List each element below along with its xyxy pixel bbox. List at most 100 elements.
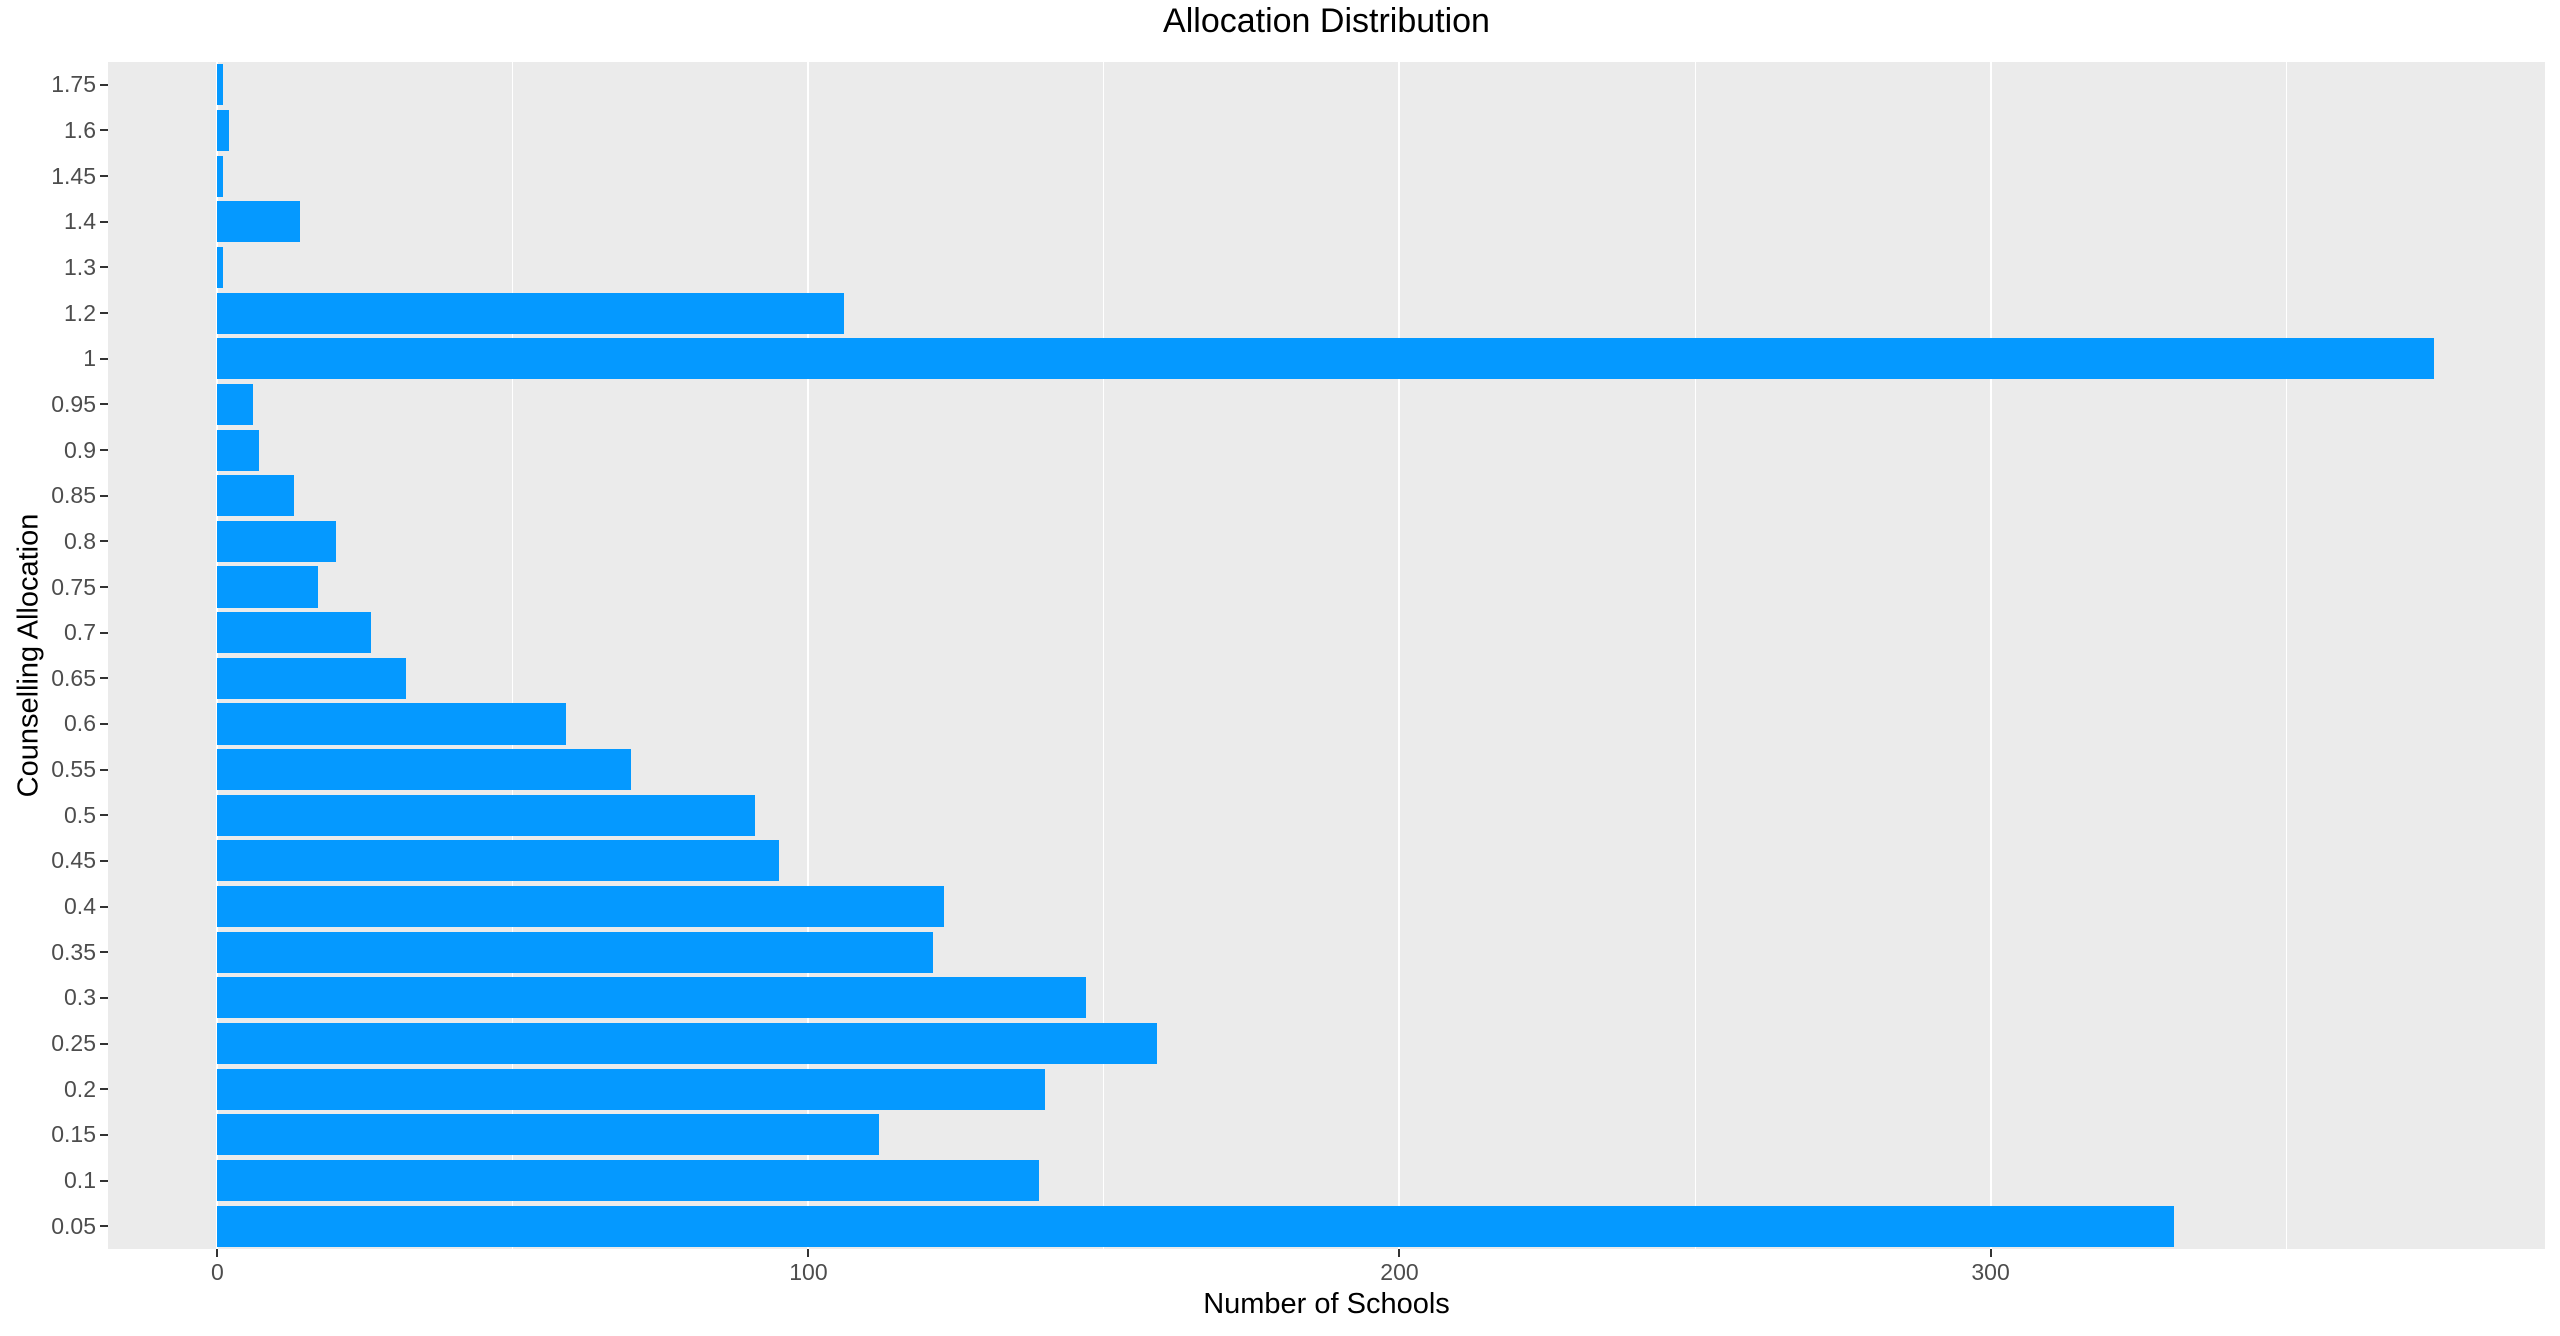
x-tick-label: 100 bbox=[789, 1259, 828, 1285]
bar-0.15 bbox=[217, 1114, 880, 1156]
y-tick-label: 0.8 bbox=[64, 527, 96, 554]
chart-title: Allocation Distribution bbox=[1163, 2, 1490, 40]
bar-0.25 bbox=[217, 1023, 1158, 1065]
gridline-minor bbox=[1694, 62, 1696, 1249]
bar-1 bbox=[217, 338, 2434, 380]
y-tick-mark bbox=[100, 220, 108, 223]
x-tick-mark bbox=[807, 1249, 810, 1257]
x-tick-mark bbox=[1989, 1249, 1992, 1257]
bar-1.2 bbox=[217, 292, 844, 334]
y-tick-mark bbox=[100, 996, 108, 999]
y-tick-label: 1.4 bbox=[64, 208, 96, 235]
y-tick-mark bbox=[100, 586, 108, 589]
y-axis-title: Counselling Allocation bbox=[12, 513, 45, 798]
y-tick-mark bbox=[100, 1179, 108, 1182]
bar-0.55 bbox=[217, 749, 632, 791]
bar-1.75 bbox=[217, 64, 224, 106]
bar-0.6 bbox=[217, 703, 567, 745]
y-tick-mark bbox=[100, 403, 108, 406]
y-tick-mark bbox=[100, 129, 108, 132]
y-tick-mark bbox=[100, 677, 108, 680]
y-tick-label: 0.35 bbox=[51, 938, 96, 965]
bar-0.4 bbox=[217, 886, 945, 928]
bar-0.2 bbox=[217, 1068, 1045, 1110]
y-tick-mark bbox=[100, 951, 108, 954]
bar-1.45 bbox=[217, 155, 224, 197]
y-tick-label: 0.75 bbox=[51, 573, 96, 600]
y-tick-mark bbox=[100, 357, 108, 360]
y-tick-label: 0.55 bbox=[51, 756, 96, 783]
bar-0.8 bbox=[217, 520, 336, 562]
y-tick-mark bbox=[100, 722, 108, 725]
y-tick-label: 0.5 bbox=[64, 801, 96, 828]
y-tick-label: 0.4 bbox=[64, 893, 96, 920]
y-tick-label: 1.6 bbox=[64, 116, 96, 143]
plot-panel bbox=[108, 62, 2545, 1249]
bar-0.3 bbox=[217, 977, 1087, 1019]
y-tick-mark bbox=[100, 1225, 108, 1228]
y-tick-mark bbox=[100, 312, 108, 315]
x-axis-title: Number of Schools bbox=[1203, 1288, 1450, 1320]
bar-0.45 bbox=[217, 840, 779, 882]
y-tick-mark bbox=[100, 1133, 108, 1136]
bar-0.1 bbox=[217, 1159, 1039, 1202]
y-tick-mark bbox=[100, 814, 108, 817]
y-tick-label: 0.95 bbox=[51, 390, 96, 417]
y-tick-mark bbox=[100, 859, 108, 862]
gridline-minor bbox=[2285, 62, 2287, 1249]
y-tick-label: 1 bbox=[83, 345, 96, 372]
y-tick-label: 0.3 bbox=[64, 984, 96, 1011]
gridline-major bbox=[807, 62, 810, 1249]
y-tick-mark bbox=[100, 449, 108, 452]
y-tick-mark bbox=[100, 175, 108, 178]
bar-0.85 bbox=[217, 475, 295, 517]
y-tick-label: 1.45 bbox=[51, 162, 96, 189]
y-tick-label: 1.3 bbox=[64, 253, 96, 280]
y-tick-mark bbox=[100, 1088, 108, 1091]
y-tick-label: 0.1 bbox=[64, 1167, 96, 1194]
y-tick-label: 0.15 bbox=[51, 1121, 96, 1148]
y-tick-label: 0.45 bbox=[51, 847, 96, 874]
y-tick-label: 0.05 bbox=[51, 1212, 96, 1239]
bar-0.9 bbox=[217, 429, 259, 471]
y-tick-mark bbox=[100, 266, 108, 269]
y-tick-label: 0.85 bbox=[51, 482, 96, 509]
y-tick-label: 0.65 bbox=[51, 664, 96, 691]
gridline-major bbox=[1398, 62, 1401, 1249]
bar-1.4 bbox=[217, 201, 301, 243]
bar-1.3 bbox=[217, 246, 224, 288]
y-tick-mark bbox=[100, 905, 108, 908]
bar-0.75 bbox=[217, 566, 318, 608]
y-tick-mark bbox=[100, 1042, 108, 1045]
y-tick-mark bbox=[100, 540, 108, 543]
y-tick-label: 1.2 bbox=[64, 299, 96, 326]
x-tick-label: 200 bbox=[1380, 1259, 1419, 1285]
bar-0.95 bbox=[217, 383, 253, 425]
x-tick-mark bbox=[1398, 1249, 1401, 1257]
y-tick-mark bbox=[100, 494, 108, 497]
bar-0.05 bbox=[217, 1205, 2174, 1247]
x-tick-label: 300 bbox=[1971, 1259, 2010, 1285]
gridline-major bbox=[216, 62, 219, 1249]
bar-0.7 bbox=[217, 612, 372, 654]
y-tick-label: 0.9 bbox=[64, 436, 96, 463]
y-tick-mark bbox=[100, 83, 108, 86]
y-tick-label: 0.25 bbox=[51, 1030, 96, 1057]
gridline-major bbox=[1989, 62, 1992, 1249]
y-tick-label: 0.6 bbox=[64, 710, 96, 737]
x-tick-mark bbox=[216, 1249, 219, 1257]
y-tick-label: 0.7 bbox=[64, 619, 96, 646]
y-axis-title-box: Counselling Allocation bbox=[0, 62, 58, 1249]
bar-1.6 bbox=[217, 109, 230, 151]
y-tick-label: 1.75 bbox=[51, 71, 96, 98]
gridline-minor bbox=[512, 62, 514, 1249]
y-tick-label: 0.2 bbox=[64, 1075, 96, 1102]
y-tick-mark bbox=[100, 768, 108, 771]
gridline-minor bbox=[1103, 62, 1105, 1249]
x-tick-label: 0 bbox=[210, 1259, 224, 1285]
bar-0.35 bbox=[217, 931, 933, 973]
y-tick-mark bbox=[100, 631, 108, 634]
bar-0.65 bbox=[217, 657, 407, 699]
bar-0.5 bbox=[217, 794, 756, 836]
